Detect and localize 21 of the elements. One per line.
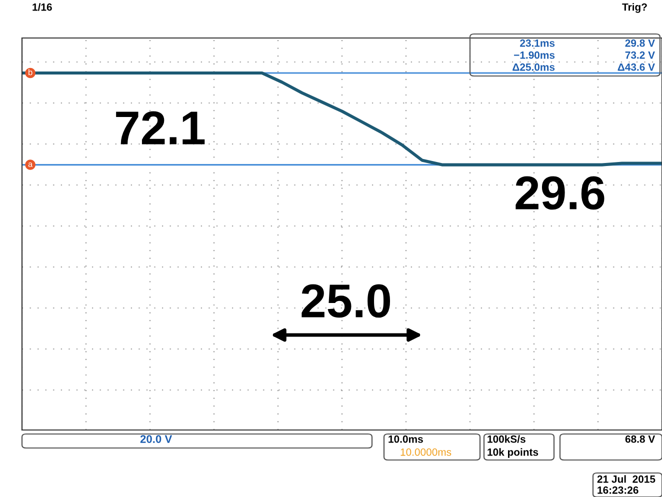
text: Δ25.0ms [512, 63, 555, 71]
annotation: 72.1 [116, 111, 205, 144]
text: Δ43.6 V [618, 63, 655, 71]
text: 1/16 [32, 3, 52, 11]
annotation: 29.6 [516, 176, 604, 210]
text: 20.0 V [140, 435, 172, 443]
text: 21 Jul 2015 [597, 475, 656, 483]
text: Trig? [622, 3, 647, 13]
text: 29.8 V [625, 39, 655, 47]
text: 10.0000ms [400, 448, 452, 456]
text: 23.1ms [520, 39, 555, 47]
text: −1.90ms [514, 51, 555, 59]
text: 10.0ms [388, 435, 423, 443]
text: 73.2 V [625, 51, 655, 59]
text: 10k points [488, 448, 538, 458]
text: 25.0 [302, 284, 390, 318]
ref-line-label: b [28, 69, 32, 76]
text: 100kS/s [488, 435, 526, 443]
text: 68.8 V [625, 435, 656, 443]
ref-line-label: a [28, 162, 33, 168]
text: 16:23:26 [598, 486, 638, 494]
